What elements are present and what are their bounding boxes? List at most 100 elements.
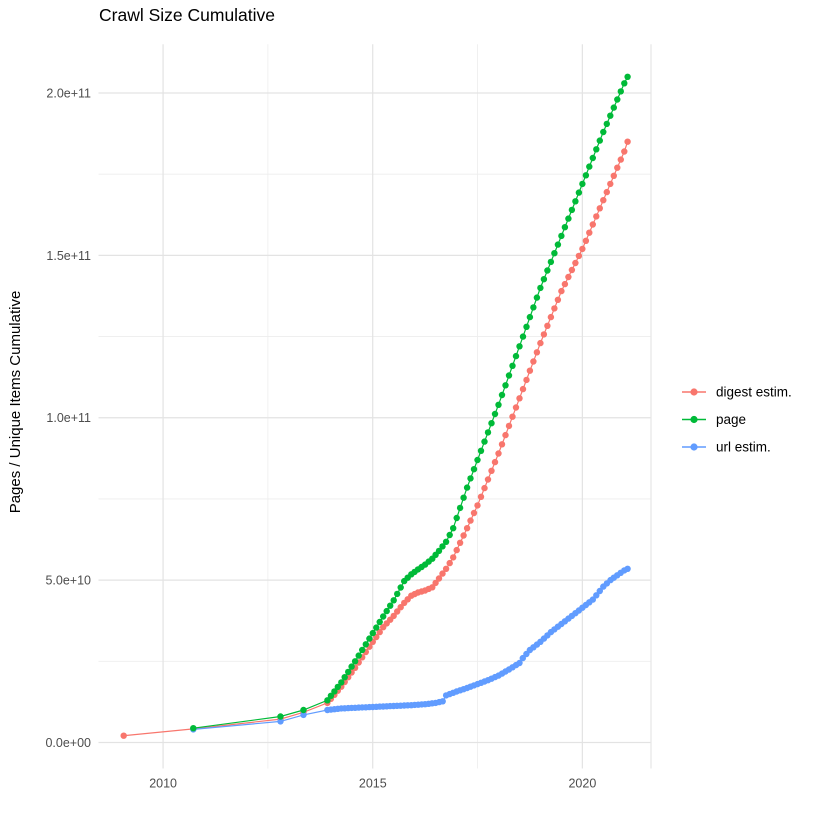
data-point [586,163,593,170]
data-point [600,197,607,204]
data-point [495,401,502,408]
data-point [579,245,586,253]
data-point [376,618,383,626]
data-point [277,713,284,720]
series-layer [120,73,631,739]
chart-title: Crawl Size Cumulative [99,5,275,25]
data-point [453,514,460,522]
data-point [533,294,541,301]
data-point [540,276,548,283]
data-point [600,128,607,136]
data-point [596,137,603,144]
data-point [429,584,436,591]
data-point [530,304,537,311]
data-point [554,241,562,248]
data-point [603,120,610,128]
data-point [561,280,569,288]
data-point [470,466,478,473]
data-point [300,706,307,714]
legend-label: page [716,412,746,427]
data-point [551,250,558,257]
data-point [300,711,307,719]
data-point [502,431,509,439]
data-point [544,322,551,329]
data-point [502,382,509,389]
x-tick-label: 2020 [568,777,596,791]
data-point [526,367,534,374]
data-point [327,692,335,699]
data-point [610,172,617,179]
data-point [516,343,523,350]
data-point [512,404,520,411]
data-point [582,172,590,179]
y-tick-label: 0.0e+00 [45,736,91,750]
data-point [593,146,600,153]
data-point [565,215,572,222]
data-point [359,646,366,654]
data-point [523,376,530,384]
data-point [624,565,631,572]
data-point [488,467,495,474]
data-point [603,188,610,196]
data-point [442,538,450,545]
data-point [519,333,527,340]
data-point [589,221,596,228]
data-point [614,96,621,103]
data-point [579,180,586,188]
x-tick-labels: 2010 2015 2020 [149,777,596,791]
data-point [617,156,624,163]
data-point [509,362,516,369]
data-point [558,287,565,295]
data-point [614,164,621,171]
data-point [383,607,390,615]
data-point [380,613,387,620]
data-point [523,323,530,330]
data-point [474,456,481,464]
data-point [593,592,600,599]
data-point [324,697,331,704]
data-point [495,450,502,457]
data-point [394,608,401,615]
y-tick-labels: 0.0e+00 5.0e+10 1.0e+11 1.5e+11 2.0e+11 [45,86,91,750]
data-point [387,602,394,609]
data-point [526,313,534,321]
data-point [467,475,474,482]
data-point [544,267,551,274]
data-point [561,224,569,231]
data-point [348,663,355,670]
data-point [575,252,583,260]
data-point [369,629,376,637]
data-point [481,484,488,492]
data-point [394,590,401,598]
data-point [572,198,579,205]
data-point [460,532,467,539]
data-point [334,683,341,691]
data-point [509,413,516,420]
data-point [530,358,537,365]
data-point [435,575,443,582]
data-point [190,725,197,732]
data-point [484,429,492,436]
data-point [446,531,453,539]
series-page [190,73,631,732]
data-point [551,305,558,312]
data-point [453,546,460,554]
data-point [516,395,523,402]
legend-key-dot [690,388,698,396]
data-point [519,385,527,393]
data-point [373,624,380,631]
data-point [586,229,593,236]
data-point [460,494,467,501]
data-point [610,104,617,111]
data-point [547,258,555,266]
x-tick-label: 2010 [149,777,177,791]
legend-keys [682,388,706,451]
data-point [582,237,590,244]
data-point [120,732,127,739]
legend-label: url estim. [716,440,771,455]
data-point [463,525,471,532]
data-point [432,579,439,587]
data-point [554,296,562,303]
